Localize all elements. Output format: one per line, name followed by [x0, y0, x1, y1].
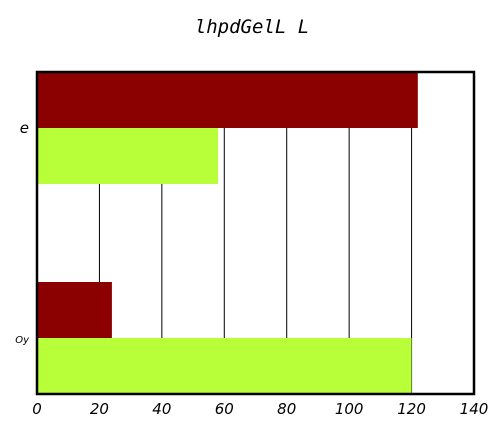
x-tick-label: 20	[90, 400, 109, 418]
bar-layer	[37, 72, 418, 394]
x-tick-label: 40	[152, 400, 171, 418]
x-tick-label: 60	[215, 400, 234, 418]
bar	[37, 282, 112, 338]
bar	[37, 128, 219, 184]
x-tick-label: 0	[32, 400, 42, 418]
x-tick-label: 80	[277, 400, 296, 418]
x-tick-label: 140	[460, 400, 489, 418]
x-tick-label: 120	[397, 400, 426, 418]
bar	[37, 338, 412, 394]
x-tick-label: 100	[335, 400, 364, 418]
plot-frame	[35, 70, 476, 396]
y-category-label: e	[20, 119, 29, 137]
chart-title: lhpdGelL L	[194, 16, 310, 38]
y-category-label: Oy	[15, 335, 30, 346]
label-layer: 0 20 40 60 80 100 120 140 e Oy	[15, 119, 488, 418]
bar	[37, 72, 418, 128]
